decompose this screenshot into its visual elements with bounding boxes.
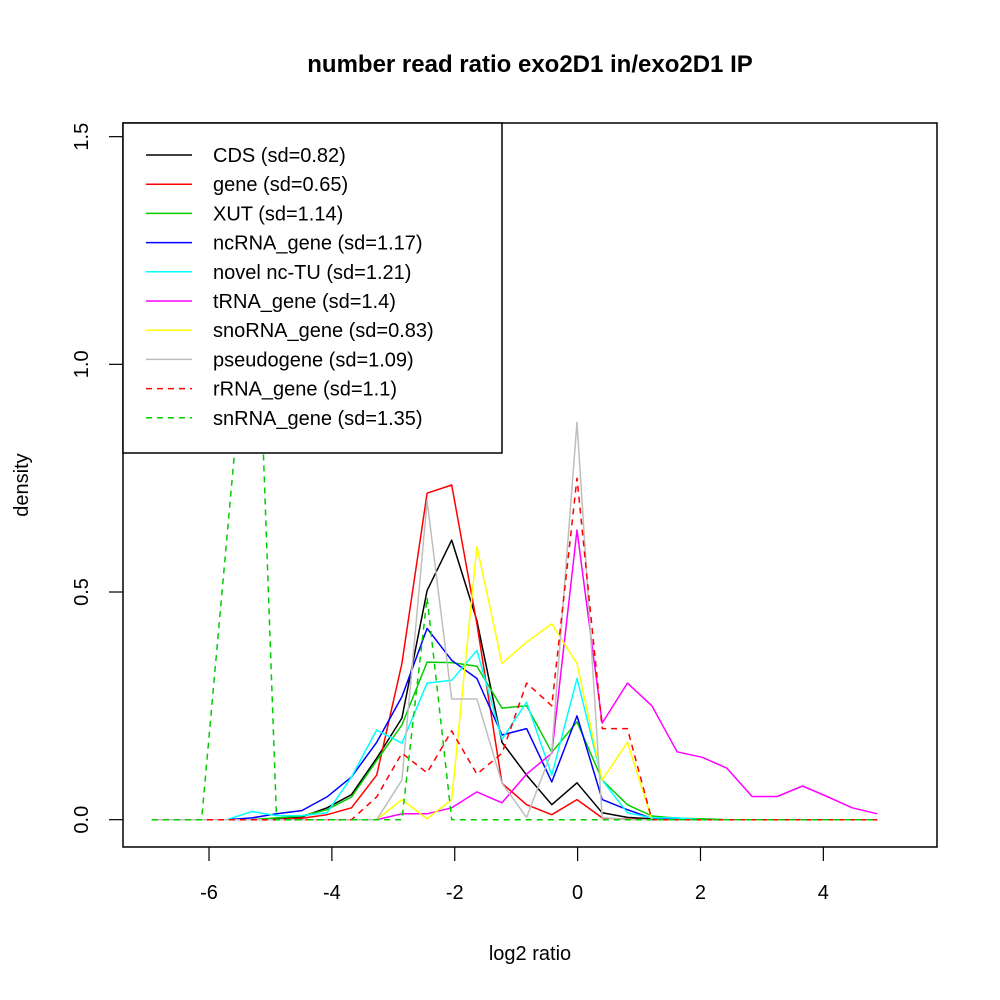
legend-label: snRNA_gene (sd=1.35) (213, 408, 423, 430)
legend-label: snoRNA_gene (sd=0.83) (213, 320, 434, 342)
y-tick-label: 1.5 (71, 123, 93, 151)
chart-title: number read ratio exo2D1 in/exo2D1 IP (307, 51, 753, 78)
legend-label: ncRNA_gene (sd=1.17) (213, 233, 423, 255)
series-line-3 (151, 627, 878, 821)
x-tick-label: -2 (446, 882, 464, 904)
legend: CDS (sd=0.82) gene (sd=0.65) XUT (sd=1.14)… (122, 122, 503, 454)
x-tick-label: 4 (818, 882, 829, 904)
series-layer (151, 222, 878, 821)
series-line-7 (151, 421, 878, 821)
legend-label: gene (sd=0.65) (213, 174, 348, 196)
legend-box (122, 122, 503, 454)
legend-label: rRNA_gene (sd=1.1) (213, 379, 397, 401)
x-tick-label: 2 (695, 882, 706, 904)
y-axis: 0.0 0.5 1.0 1.5 (71, 123, 124, 834)
x-tick-label: -4 (323, 882, 341, 904)
x-tick-label: -6 (200, 882, 218, 904)
legend-label: XUT (sd=1.14) (213, 203, 343, 225)
y-axis-label: density (11, 453, 33, 516)
x-axis: -6 -4 -2 0 2 4 (200, 846, 829, 904)
y-tick-label: 0.5 (71, 578, 93, 606)
legend-label: CDS (sd=0.82) (213, 145, 346, 167)
series-line-5 (151, 529, 878, 821)
y-tick-label: 1.0 (71, 350, 93, 378)
legend-label: tRNA_gene (sd=1.4) (213, 291, 396, 313)
y-tick-label: 0.0 (71, 806, 93, 834)
legend-label: pseudogene (sd=1.09) (213, 349, 414, 371)
series-line-6 (151, 545, 878, 821)
x-axis-label: log2 ratio (489, 943, 571, 965)
legend-label: novel nc-TU (sd=1.21) (213, 262, 411, 284)
x-tick-label: 0 (572, 882, 583, 904)
series-line-8 (151, 477, 878, 821)
series-line-0 (151, 539, 878, 821)
